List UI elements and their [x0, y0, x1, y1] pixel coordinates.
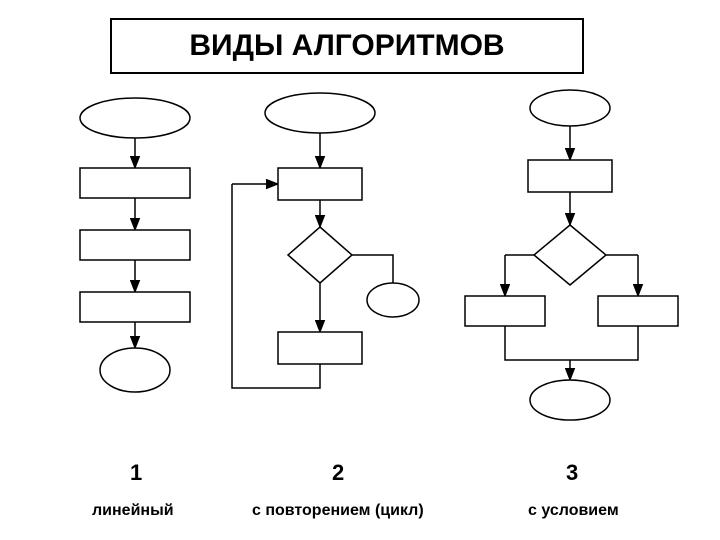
flowchart-svg [0, 0, 720, 540]
column-number-3: 3 [566, 460, 578, 486]
column-number-1: 1 [130, 460, 142, 486]
column-caption-1: линейный [92, 502, 174, 520]
column-number-2: 2 [332, 460, 344, 486]
column-caption-3: с условием [528, 502, 619, 520]
column-caption-2: с повторением (цикл) [252, 502, 424, 520]
diagram-canvas: ВИДЫ АЛГОРИТМОВ 1линейный2с повторением … [0, 0, 720, 540]
